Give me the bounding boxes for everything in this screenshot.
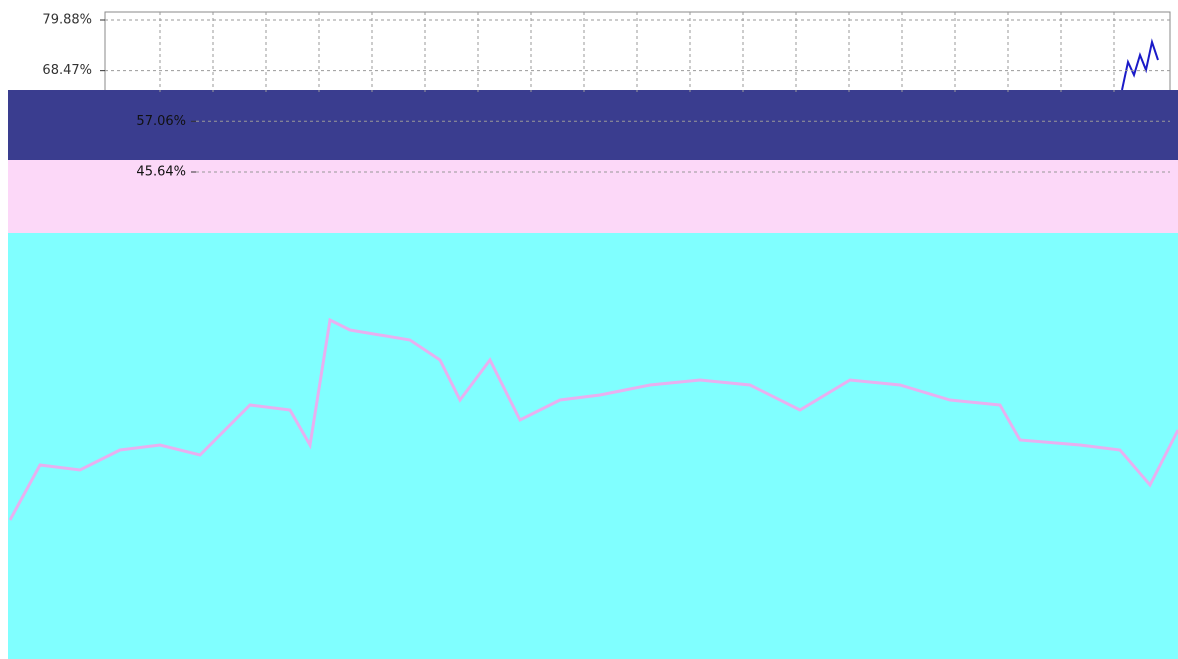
y-tick-label: 79.88% [42, 13, 92, 28]
vertical-grid [159, 12, 1115, 92]
glitch-band-cyan [8, 233, 1178, 659]
glitch-band-blue [8, 90, 1178, 160]
y-tick-label: 57.06% [136, 114, 186, 129]
glitch-trace [8, 317, 1178, 521]
y-tick-label: 45.64% [136, 165, 186, 180]
glitch-trace-top [1121, 38, 1159, 91]
y-tick-label: 68.47% [42, 63, 92, 78]
